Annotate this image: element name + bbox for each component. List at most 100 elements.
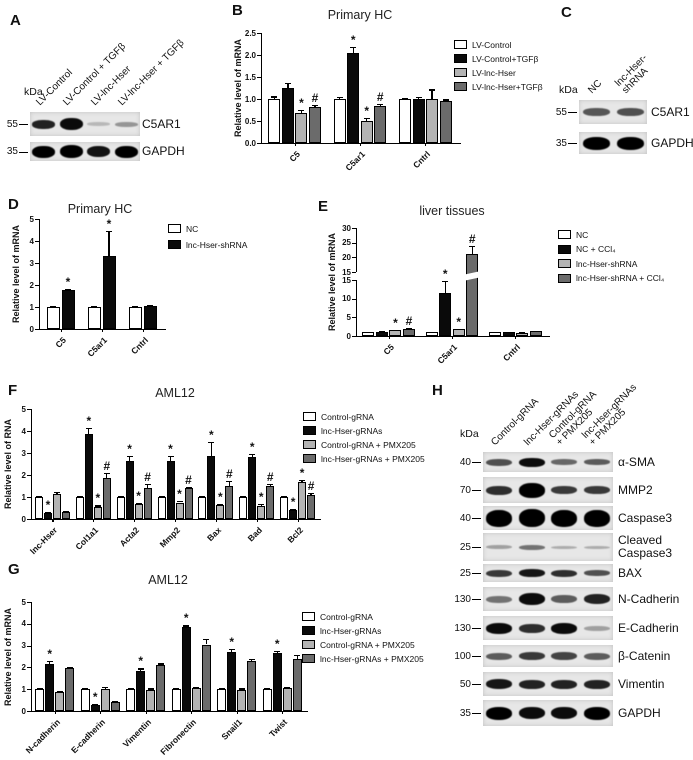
error-bar-cap	[132, 305, 138, 308]
legend-label: LV-Control	[472, 39, 512, 50]
bar-Cntrl	[412, 98, 425, 143]
blot-strip	[30, 142, 140, 161]
error-bar-cap	[532, 330, 539, 332]
kda-marker-dash	[568, 112, 577, 114]
band-label: α-SMA	[618, 454, 655, 469]
y-axis-line	[39, 219, 41, 329]
bar-Col1a1	[75, 497, 84, 519]
y-axis-line	[31, 602, 33, 711]
protein-band	[87, 146, 111, 157]
legend-swatch	[302, 654, 315, 663]
kda-marker: 35	[555, 137, 567, 149]
panel-e-chart: liver tissues Relative level of mRNA 0 5 10 1…	[300, 190, 693, 380]
bar-Bax	[207, 456, 216, 519]
protein-band	[518, 679, 545, 689]
significance-mark: #	[226, 467, 233, 482]
error-bar-cap	[492, 331, 499, 334]
y-tick-mark	[35, 241, 39, 243]
kda-unit-label: kDa	[559, 84, 578, 96]
y-tick-mark	[352, 272, 356, 274]
panel-b-label: B	[232, 2, 243, 19]
y-tick-mark	[27, 602, 31, 604]
significance-mark: *	[183, 611, 189, 626]
bar-C5	[389, 330, 402, 336]
legend-swatch	[302, 640, 315, 649]
error-bar-cap	[199, 495, 206, 498]
legend-label: lnc-Hser-shRNA	[186, 239, 248, 250]
significance-mark: *	[274, 637, 280, 652]
legend-label: lnc-Hser-gRNAs	[321, 425, 383, 436]
error-bar-cap	[127, 687, 134, 689]
y-tick-label: 5	[29, 214, 34, 224]
kda-marker: 25	[459, 541, 471, 553]
kda-marker-dash	[472, 547, 481, 549]
error-bar-cap	[208, 442, 215, 444]
error-bar-cap	[35, 495, 42, 498]
y-tick-label: 2	[21, 470, 26, 480]
kda-marker: 40	[459, 456, 471, 468]
error-bar-cap	[249, 454, 256, 456]
band-label: GAPDH	[142, 144, 185, 158]
y-tick-label: 0	[21, 706, 26, 716]
error-bar-line	[251, 454, 253, 458]
y-tick-label: 2	[21, 662, 26, 672]
y-tick-mark	[27, 519, 31, 521]
kda-marker: 55	[6, 118, 18, 130]
error-bar-cap	[308, 493, 315, 495]
blot-strip	[483, 533, 613, 561]
significance-mark: *	[47, 646, 53, 661]
bar-C5	[61, 289, 75, 329]
band-label: E-Cadherin	[618, 620, 679, 635]
protein-band	[518, 623, 545, 633]
protein-band	[616, 108, 644, 116]
x-tick-mark	[360, 143, 362, 146]
significance-mark: *	[106, 217, 112, 232]
bar-Vimentin	[126, 689, 136, 711]
kda-marker: 70	[459, 484, 471, 496]
significance-mark: *	[350, 33, 356, 48]
significance-mark: *	[299, 466, 305, 481]
significance-mark: *	[86, 413, 92, 428]
error-bar-line	[296, 655, 298, 659]
y-tick-label: 1	[29, 302, 34, 312]
kda-marker-dash	[472, 518, 481, 520]
y-tick-label: 20	[342, 252, 351, 262]
y-tick-label: 1.0	[244, 94, 256, 104]
error-bar-cap	[378, 331, 385, 333]
error-bar-cap	[336, 97, 343, 99]
bar-Bcl2	[298, 481, 307, 519]
y-tick-mark	[35, 285, 39, 287]
error-bar-cap	[157, 663, 164, 665]
band-label: C5AR1	[651, 104, 690, 119]
bar-lnc-Hser	[43, 512, 52, 519]
error-bar-line	[300, 110, 302, 114]
panel-d-label: D	[8, 196, 19, 213]
bar-Col1a1	[102, 477, 111, 519]
error-bar-cap	[137, 668, 144, 670]
protein-band	[583, 570, 610, 576]
error-bar-cap	[271, 96, 278, 98]
bar-C5ar1	[333, 99, 346, 143]
protein-band	[486, 509, 513, 527]
x-tick-mark	[54, 711, 56, 714]
x-tick-mark	[101, 329, 103, 332]
error-bar-cap	[65, 288, 71, 290]
legend-swatch	[558, 273, 571, 283]
blot-strip	[483, 564, 613, 582]
bar-Col1a1	[84, 434, 93, 519]
x-tick-mark	[60, 329, 62, 332]
bar-N-cadherin	[35, 689, 45, 711]
bar-Cntrl	[439, 100, 452, 143]
legend-label: Control-gRNA + PMX205	[321, 439, 416, 450]
error-bar-cap	[284, 83, 291, 85]
kda-marker: 50	[459, 678, 471, 690]
protein-band	[583, 652, 610, 660]
error-bar-cap	[392, 329, 399, 331]
protein-band	[87, 122, 111, 126]
panel-b-bar-chart: B Primary HC Relative level of mRNA 0.0 0.5…	[230, 0, 693, 190]
significance-mark: *	[299, 96, 304, 110]
protein-band	[551, 679, 578, 689]
bar-Bad	[248, 457, 257, 519]
y-tick-mark	[352, 228, 356, 230]
bar-Vimentin	[146, 690, 156, 711]
